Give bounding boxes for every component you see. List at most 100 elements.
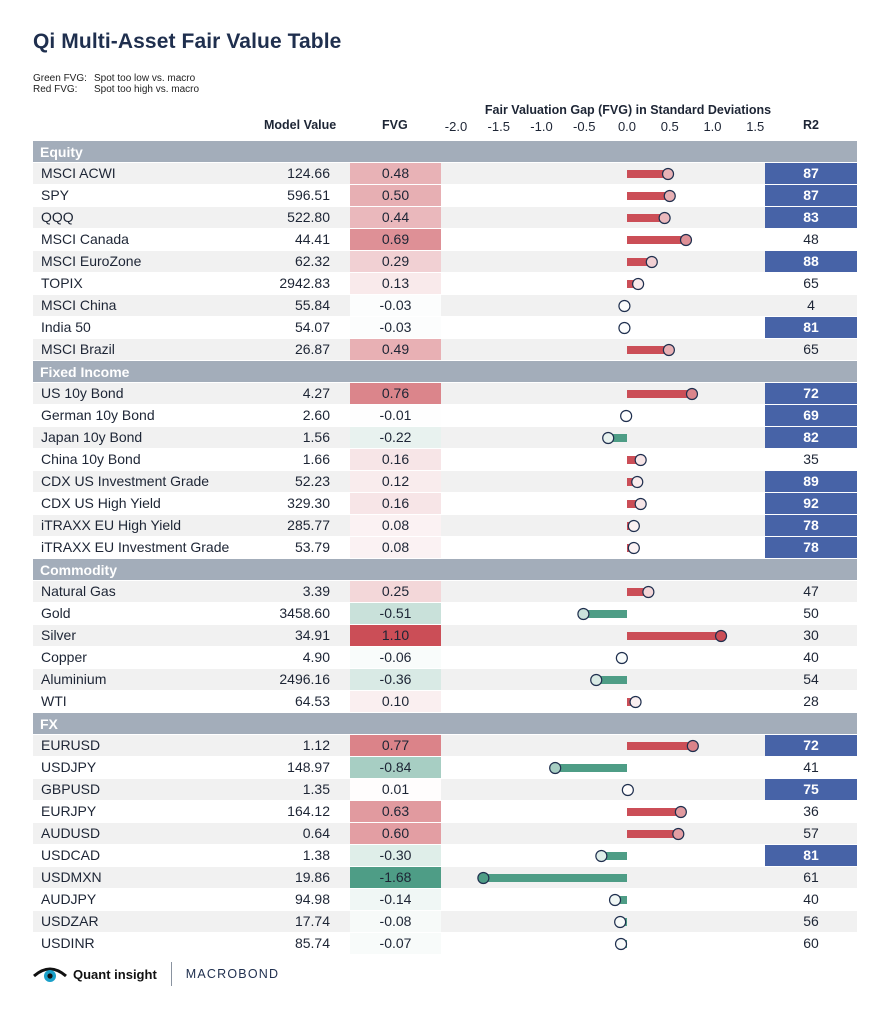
- fair-value-table: Equity MSCI ACWI 124.66 0.48 87 SPY 596.51 0.50…: [33, 141, 857, 955]
- fvg-value: -0.36: [350, 669, 441, 690]
- model-value: 596.51: [287, 187, 330, 203]
- model-value: 19.86: [294, 869, 330, 885]
- table-row: MSCI Brazil 26.87 0.49 65: [33, 339, 857, 361]
- section-name: FX: [40, 716, 58, 732]
- r2-value: 87: [765, 163, 857, 184]
- model-value: 522.80: [287, 209, 330, 225]
- r2-value: 83: [765, 207, 857, 228]
- model-value: 54.07: [294, 319, 330, 335]
- model-value: 1.35: [302, 781, 330, 797]
- asset-name: AUDUSD: [41, 825, 101, 841]
- brand-quant-insight: Quant insight: [73, 966, 157, 982]
- legend-red-key: Red FVG:: [33, 84, 78, 95]
- r2-value: 65: [803, 275, 819, 291]
- r2-value: 65: [803, 341, 819, 357]
- r2-value: 60: [803, 935, 819, 951]
- r2-value: 28: [803, 693, 819, 709]
- fvg-value: 1.10: [350, 625, 441, 646]
- fvg-value: -0.03: [350, 317, 441, 338]
- asset-name: WTI: [41, 693, 67, 709]
- model-value: 124.66: [287, 165, 330, 181]
- axis-tick-label: -2.0: [444, 119, 468, 134]
- fvg-value: -0.51: [350, 603, 441, 624]
- table-row: GBPUSD 1.35 0.01 75: [33, 779, 857, 801]
- model-value: 148.97: [287, 759, 330, 775]
- model-value: 2496.16: [279, 671, 330, 687]
- r2-value: 75: [765, 779, 857, 800]
- axis-tick-label: -1.0: [530, 119, 553, 134]
- r2-value: 88: [765, 251, 857, 272]
- fvg-value: 0.76: [350, 383, 441, 404]
- legend-red-text: Spot too high vs. macro: [94, 84, 200, 95]
- section-name: Equity: [40, 144, 83, 160]
- section-row: Equity: [33, 141, 857, 163]
- fvg-value: -0.14: [350, 889, 441, 910]
- r2-value: 36: [803, 803, 819, 819]
- asset-name: USDCAD: [41, 847, 101, 863]
- r2-value: 81: [765, 845, 857, 866]
- r2-value: 87: [765, 185, 857, 206]
- model-value: 3.39: [302, 583, 330, 599]
- table-row: TOPIX 2942.83 0.13 65: [33, 273, 857, 295]
- asset-name: Natural Gas: [41, 583, 116, 599]
- table-row: USDJPY 148.97 -0.84 41: [33, 757, 857, 779]
- asset-name: USDZAR: [41, 913, 99, 929]
- table-row: Aluminium 2496.16 -0.36 54: [33, 669, 857, 691]
- r2-value: 35: [803, 451, 819, 467]
- fvg-value: 0.44: [350, 207, 441, 228]
- asset-name: EURJPY: [41, 803, 97, 819]
- model-value: 64.53: [294, 693, 330, 709]
- asset-name: USDJPY: [41, 759, 97, 775]
- fvg-legend: Green FVG: Spot too low vs. macro Red FV…: [33, 73, 199, 95]
- fvg-value: 0.16: [350, 493, 441, 514]
- axis-tick-label: 1.5: [746, 119, 765, 134]
- model-value: 55.84: [294, 297, 330, 313]
- model-value: 53.79: [294, 539, 330, 555]
- r2-value: 78: [765, 515, 857, 536]
- table-row: AUDUSD 0.64 0.60 57: [33, 823, 857, 845]
- table-row: German 10y Bond 2.60 -0.01 69: [33, 405, 857, 427]
- section-row: Fixed Income: [33, 361, 857, 383]
- table-row: QQQ 522.80 0.44 83: [33, 207, 857, 229]
- fvg-value: -0.08: [350, 911, 441, 932]
- model-value: 17.74: [294, 913, 330, 929]
- table-row: MSCI Canada 44.41 0.69 48: [33, 229, 857, 251]
- fvg-value: 0.77: [350, 735, 441, 756]
- model-value: 2.60: [302, 407, 330, 423]
- table-row: US 10y Bond 4.27 0.76 72: [33, 383, 857, 405]
- r2-value: 50: [803, 605, 819, 621]
- r2-value: 48: [803, 231, 819, 247]
- r2-value: 92: [765, 493, 857, 514]
- fvg-value: -0.06: [350, 647, 441, 668]
- table-row: EURJPY 164.12 0.63 36: [33, 801, 857, 823]
- table-row: iTRAXX EU Investment Grade 53.79 0.08 78: [33, 537, 857, 559]
- model-value: 164.12: [287, 803, 330, 819]
- model-value: 1.12: [302, 737, 330, 753]
- table-row: India 50 54.07 -0.03 81: [33, 317, 857, 339]
- fvg-value: -0.30: [350, 845, 441, 866]
- page-title: Qi Multi-Asset Fair Value Table: [33, 30, 342, 53]
- fvg-value: 0.01: [350, 779, 441, 800]
- header-model-value: Model Value: [264, 118, 337, 132]
- fvg-value: 0.08: [350, 515, 441, 536]
- section-row: Commodity: [33, 559, 857, 581]
- fvg-value: 0.12: [350, 471, 441, 492]
- r2-value: 72: [765, 383, 857, 404]
- model-value: 3458.60: [279, 605, 330, 621]
- asset-name: China 10y Bond: [41, 451, 141, 467]
- table-row: AUDJPY 94.98 -0.14 40: [33, 889, 857, 911]
- table-row: USDINR 85.74 -0.07 60: [33, 933, 857, 955]
- axis-tick-label: -1.5: [487, 119, 510, 134]
- section-row: FX: [33, 713, 857, 735]
- model-value: 26.87: [294, 341, 330, 357]
- asset-name: EURUSD: [41, 737, 101, 753]
- r2-value: 89: [765, 471, 857, 492]
- table-row: MSCI ACWI 124.66 0.48 87: [33, 163, 857, 185]
- brand-macrobond: MACROBOND: [185, 967, 280, 981]
- quant-insight-logo: Quant insight: [33, 964, 157, 984]
- header-fvg: FVG: [382, 118, 408, 132]
- fvg-value: -0.03: [350, 295, 441, 316]
- model-value: 85.74: [294, 935, 330, 951]
- asset-name: AUDJPY: [41, 891, 97, 907]
- legend-green-key: Green FVG:: [33, 73, 87, 84]
